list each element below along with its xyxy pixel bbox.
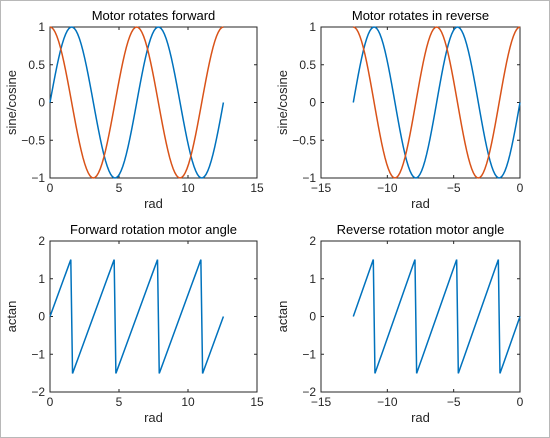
series-line-atantan	[49, 259, 225, 374]
x-tick-label: 0	[517, 181, 524, 195]
series-line-sin	[352, 26, 521, 179]
x-tick-label: 5	[116, 181, 123, 195]
y-axis-label: actan	[275, 301, 290, 333]
y-tick-label: −1	[31, 347, 45, 361]
chart-title: Forward rotation motor angle	[70, 222, 237, 237]
x-tick-label: 10	[181, 395, 195, 409]
x-tick-label: −10	[377, 395, 398, 409]
series-line-atantan	[352, 259, 521, 374]
y-axis-label: sine/cosine	[275, 70, 290, 135]
x-tick-label: 15	[250, 181, 264, 195]
y-tick-label: −1	[31, 171, 45, 185]
x-tick-label: 0	[47, 395, 54, 409]
y-tick-label: 1	[38, 272, 45, 286]
x-tick-label: −5	[447, 181, 461, 195]
x-tick-label: 0	[47, 181, 54, 195]
y-tick-label: −0.5	[292, 133, 316, 147]
subplot-1: 0 5 10 15 −1 −0.5 0 0.5 1 Motor rotates forward ra…	[4, 8, 264, 211]
y-tick-label: 0	[309, 96, 316, 110]
y-axis-label: sine/cosine	[4, 70, 19, 135]
x-axis-label: rad	[144, 196, 163, 211]
x-tick-label: −15	[311, 181, 332, 195]
x-tick-label: 10	[181, 181, 195, 195]
y-tick-label: 1	[38, 20, 45, 34]
series-line-cos	[353, 26, 521, 179]
y-tick-label: −2	[302, 385, 316, 399]
y-tick-label: 2	[309, 234, 316, 248]
y-tick-label: 0.5	[299, 58, 316, 72]
x-axis-label: rad	[144, 410, 163, 425]
axes-frame	[49, 26, 258, 179]
y-tick-label: 1	[309, 272, 316, 286]
subplot-2: −15 −10 −5 0 −1 −0.5 0 0.5 1 Motor rotates in rev…	[275, 8, 524, 211]
y-tick-label: 2	[38, 234, 45, 248]
y-tick-label: −1	[302, 171, 316, 185]
series-line-cos	[49, 26, 224, 179]
series-line-sin	[49, 26, 225, 179]
y-tick-label: −0.5	[21, 133, 45, 147]
y-tick-label: 0	[309, 310, 316, 324]
y-tick-label: −1	[302, 347, 316, 361]
axes-frame	[49, 240, 258, 393]
y-tick-label: 0.5	[28, 58, 45, 72]
chart-title: Motor rotates in reverse	[352, 8, 489, 23]
x-tick-label: 15	[250, 395, 264, 409]
y-tick-label: 0	[38, 96, 45, 110]
y-axis-label: actan	[4, 301, 19, 333]
x-tick-label: −10	[377, 181, 398, 195]
chart-title: Reverse rotation motor angle	[337, 222, 505, 237]
x-axis-label: rad	[411, 196, 430, 211]
x-tick-label: −15	[311, 395, 332, 409]
x-tick-label: −5	[447, 395, 461, 409]
chart-title: Motor rotates forward	[92, 8, 216, 23]
axes-frame	[320, 240, 521, 393]
y-tick-label: −2	[31, 385, 45, 399]
y-tick-label: 0	[38, 310, 45, 324]
x-axis-label: rad	[411, 410, 430, 425]
subplot-3: 0 5 10 15 −2 −1 0 1 2 Forward rotation motor angl…	[4, 222, 264, 425]
x-tick-label: 5	[116, 395, 123, 409]
x-tick-label: 0	[517, 395, 524, 409]
axes-frame	[320, 26, 521, 179]
y-tick-label: 1	[309, 20, 316, 34]
